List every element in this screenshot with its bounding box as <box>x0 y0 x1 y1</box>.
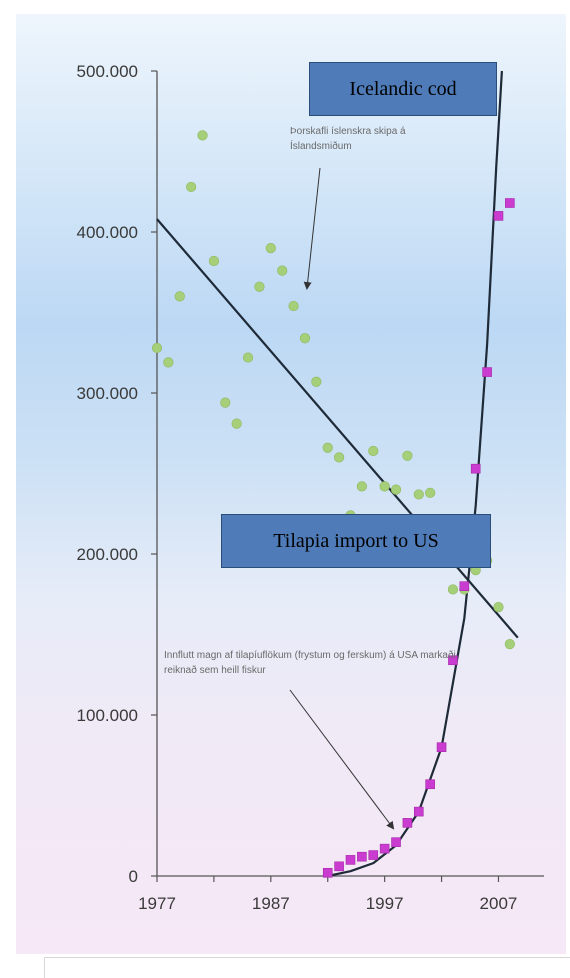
tilapia-data-point <box>391 837 401 847</box>
tilapia-data-point <box>425 779 435 790</box>
x-tick-label: 1987 <box>252 894 290 913</box>
cod-data-point <box>379 481 390 492</box>
cod-data-point <box>151 342 163 354</box>
cod-data-point <box>322 442 333 453</box>
tilapia-trendline <box>327 70 503 878</box>
cod-data-point <box>402 450 413 461</box>
cod-data-point <box>356 481 367 492</box>
tilapia-data-point <box>345 855 356 865</box>
cod-data-point <box>368 445 379 457</box>
cod-data-point <box>390 484 402 495</box>
cod-data-point <box>163 357 174 368</box>
bottom-panel <box>44 957 570 978</box>
tilapia-data-point <box>357 851 367 862</box>
chart-background <box>16 14 566 954</box>
x-tick-label: 2007 <box>480 894 518 913</box>
cod-note-arrow <box>303 167 321 290</box>
cod-data-point <box>493 602 504 613</box>
y-tick-label: 500.000 <box>77 62 138 81</box>
cod-data-point <box>174 291 185 302</box>
tilapia-data-point <box>368 850 379 860</box>
y-tick-label: 0 <box>129 867 138 886</box>
icelandic-cod-callout: Icelandic cod <box>309 62 497 116</box>
tilapia-data-point <box>505 198 515 208</box>
tilapia-annotation: Innflutt magn af tilapíuflökum (frystum … <box>164 650 456 676</box>
tilapia-data-point <box>334 861 344 872</box>
tilapia-data-point <box>379 843 390 854</box>
y-tick-label: 400.000 <box>77 223 138 242</box>
cod-trendline <box>156 218 519 639</box>
cod-data-point <box>208 255 220 267</box>
tilapia-data-point <box>459 581 470 592</box>
x-tick-label: 1977 <box>138 894 176 913</box>
cod-data-point <box>425 487 436 498</box>
cod-annotation: Þorskafli íslenskra skipa á Íslandsmiðum <box>290 126 406 152</box>
tilapia-data-point <box>470 463 481 474</box>
cod-data-point <box>220 397 231 408</box>
cod-data-point <box>277 265 288 276</box>
tilapia-data-point <box>413 806 424 817</box>
tilapia-note-arrow <box>289 689 395 830</box>
tilapia-import-callout: Tilapia import to US <box>221 514 491 568</box>
cod-data-point <box>265 243 276 254</box>
tilapia-data-point <box>402 818 413 828</box>
cod-data-point <box>311 376 322 387</box>
cod-data-point <box>413 489 424 500</box>
y-tick-label: 100.000 <box>77 706 138 725</box>
tilapia-data-point <box>493 211 504 221</box>
cod-data-point <box>288 300 299 312</box>
cod-data-point <box>231 418 242 429</box>
cod-data-point <box>186 181 197 193</box>
tilapia-data-point <box>436 742 447 753</box>
cod-data-point <box>299 333 311 344</box>
cod-data-point <box>334 452 345 463</box>
cod-data-point <box>504 639 515 650</box>
y-tick-label: 300.000 <box>77 384 138 403</box>
x-tick-label: 1997 <box>366 894 404 913</box>
cod-data-point <box>242 352 254 363</box>
tilapia-data-point <box>322 867 333 878</box>
y-tick-label: 200.000 <box>77 545 138 564</box>
tilapia-data-point <box>448 655 458 666</box>
cod-data-point <box>447 584 459 595</box>
cod-data-point <box>197 130 208 141</box>
cod-data-point <box>254 281 265 292</box>
tilapia-data-point <box>482 367 492 377</box>
